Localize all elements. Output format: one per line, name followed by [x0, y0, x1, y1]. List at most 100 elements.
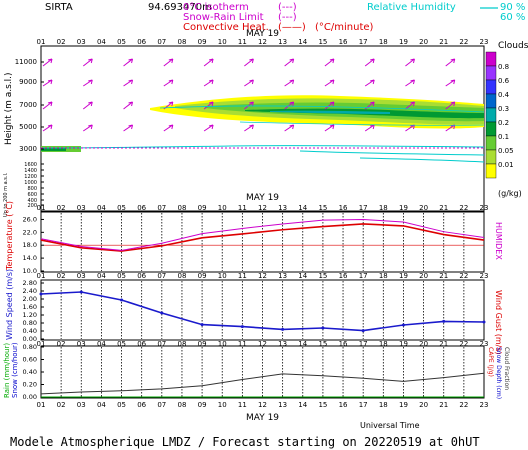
wind-arrow: [405, 58, 415, 67]
clouds-scale-label: 0.4: [498, 91, 510, 99]
wind-arrow: [123, 58, 133, 67]
hour-tick-label: 07: [157, 401, 166, 409]
cloud-fraction-ylabel: Cloud Fraction: [503, 347, 510, 390]
legend-snow-rain-style: (---): [278, 12, 297, 23]
hour-tick-label: 13: [278, 38, 287, 46]
wind-arrow: [324, 101, 335, 110]
rain-cloud-plot: 01 02 03 04 05 06 07 08 09 10 11 12 13 14 15 16 17 18 19 20…: [23, 343, 489, 409]
hour-tick-label: 17: [359, 204, 368, 212]
hour-tick-label: 03: [77, 272, 86, 280]
wind-arrow: [203, 79, 214, 87]
clouds-scale-swatch: [485, 107, 497, 123]
hour-tick-label: 17: [359, 38, 368, 46]
wind-arrow: [244, 79, 254, 87]
wind-arrow-head: [88, 124, 93, 130]
y-tick-label: 0.40: [23, 327, 37, 335]
y-tick-label: 22.0: [23, 228, 37, 236]
universal-time-label: Universal Time: [360, 421, 420, 430]
clouds-scale-label: 0.05: [498, 147, 514, 155]
date-label-bottom: MAY 19: [246, 413, 279, 423]
y-tick-label: 0.80: [23, 319, 37, 327]
wind-arrow: [364, 79, 375, 87]
isotherm-lines: [40, 105, 485, 163]
wind-arrow: [284, 101, 294, 110]
wind-arrow: [284, 124, 294, 132]
y-tick-label: 0.60: [23, 356, 37, 364]
rain-ylabel: Rain (mm/hour): [3, 343, 11, 398]
hour-tick-label: 23: [480, 272, 489, 280]
hour-tick-label: 13: [278, 204, 287, 212]
y-tick-label: 18.0: [23, 241, 37, 249]
height-tick-label: 7000: [19, 101, 37, 109]
clouds-scale-swatch: [485, 65, 497, 81]
wind-arrow-head: [208, 58, 214, 64]
hour-tick-label: 17: [359, 401, 368, 409]
hour-tick-label: 14: [298, 340, 307, 348]
hour-tick-label: 15: [318, 340, 327, 348]
footer-text: Modele Atmospherique LMDZ / Forecast sta…: [10, 435, 480, 449]
hour-tick-label: 21: [439, 272, 448, 280]
clouds-unit: (g/kg): [498, 189, 522, 198]
y-tick-label: 10.0: [23, 267, 37, 275]
hour-tick-label: 02: [57, 401, 66, 409]
wind-arrow: [364, 58, 375, 67]
hour-tick-label: 13: [278, 401, 287, 409]
legend-rh-90: 90 %: [500, 2, 525, 13]
hour-tick-label: 05: [117, 204, 126, 212]
hour-tick-label: 04: [97, 272, 106, 280]
height-tick-label: 1200: [24, 174, 37, 180]
wind-arrow-head: [289, 124, 295, 130]
hour-tick-label: 22: [459, 38, 468, 46]
hour-tick-label: 01: [37, 272, 46, 280]
data-point: [401, 323, 405, 327]
wind-arrow: [163, 124, 174, 132]
data-point: [321, 326, 325, 330]
legend-snow-rain: Snow-Rain Limit: [183, 12, 264, 23]
clouds-scale-label: 0.01: [498, 161, 514, 169]
height-tick-label: 11000: [15, 58, 37, 66]
wind-arrow: [42, 101, 53, 110]
series-line: [40, 372, 485, 395]
wind-arrow-head: [370, 124, 375, 130]
wind-arrow-head: [249, 124, 254, 130]
wind-arrows-upper: [42, 58, 496, 132]
hour-tick-label: 19: [399, 272, 408, 280]
y-tick-label: 0.00: [23, 335, 37, 343]
clouds-scale-swatch: [485, 93, 497, 109]
series-line: [40, 291, 485, 332]
hour-tick-label: 18: [379, 272, 388, 280]
wind-arrow-head: [208, 124, 214, 130]
height-xticks-top: 01 02 03 04 05 06 07 08 09 10 11 12 13 14 15 16 17 18 19 20…: [37, 38, 489, 212]
height-tick-label: 400: [27, 198, 37, 204]
y-tick-label: 0.80: [23, 343, 37, 351]
clouds-scale-swatch: [485, 51, 497, 67]
hour-tick-label: 22: [459, 204, 468, 212]
date-label-p2: MAY 19: [246, 193, 279, 203]
hour-tick-label: 14: [298, 204, 307, 212]
rh-contour: [299, 150, 485, 156]
hour-tick-label: 21: [439, 401, 448, 409]
hour-tick-label: 16: [339, 401, 348, 409]
wind-arrow: [445, 101, 456, 110]
hour-tick-label: 04: [97, 38, 106, 46]
wind-arrow: [244, 101, 254, 110]
clouds-title: Clouds: [498, 41, 528, 51]
snow-depth-ylabel: Snow Depth (cm): [495, 347, 502, 399]
wind-arrow-head: [128, 79, 134, 85]
wind-arrow: [82, 101, 93, 110]
hour-tick-label: 20: [419, 340, 428, 348]
series-line: [40, 218, 485, 251]
hour-tick-label: 02: [57, 340, 66, 348]
wind-plot: 01 02 03 04 05 06 07 08 09 10 11 12 13 14 15 16 17 18 19 20…: [23, 279, 489, 348]
y-tick-label: 0.40: [23, 368, 37, 376]
height-yticks: 11000 9000 7000 5000 3000 1600140012001000800…: [15, 58, 44, 209]
legend-isotherm: 0°C isotherm: [183, 2, 249, 13]
wind-arrow-head: [168, 58, 174, 64]
wind-arrow-head: [289, 79, 295, 85]
height-tick-label: 1400: [24, 168, 37, 174]
hour-tick-label: 03: [77, 401, 86, 409]
hour-tick-label: 19: [399, 38, 408, 46]
hour-tick-label: 17: [359, 272, 368, 280]
hour-tick-label: 04: [97, 401, 106, 409]
